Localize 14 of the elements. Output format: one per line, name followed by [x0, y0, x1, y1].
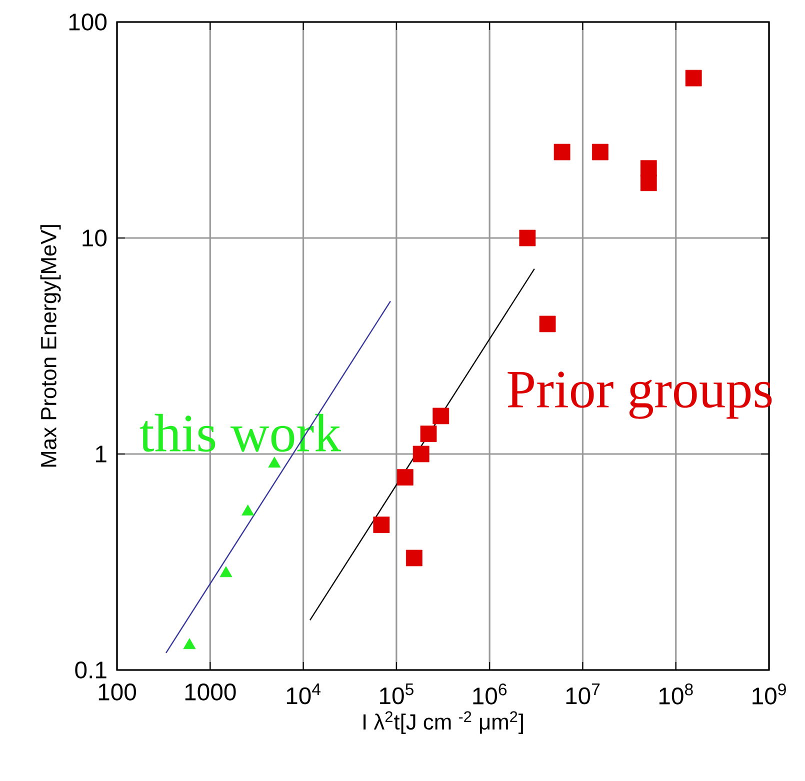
x-tick-label: 10$^{7}$	[566, 684, 600, 704]
x-tick-label: 10$^{9}$	[752, 684, 786, 704]
y-tick-label: 1	[96, 446, 106, 462]
x-tick-label: 1000	[185, 684, 236, 700]
x-tick-label: 10$^{4}$	[286, 684, 320, 704]
y-tick-label: 10	[82, 230, 107, 246]
x-tick-label: 100	[98, 684, 136, 700]
x-tick-label: 10$^{8}$	[659, 684, 693, 704]
y-tick-label: 0.1	[75, 662, 106, 678]
y-tick-label: 100	[69, 14, 107, 30]
y-axis-title: Max Proton Energy[MeV]	[40, 225, 61, 467]
x-tick-label: 10$^{6}$	[473, 684, 507, 704]
x-axis-title: I λ$^{2}$t[J cm $^{-2}$ μm$^{2}$]	[364, 711, 523, 734]
x-tick-label: 10$^{5}$	[380, 684, 414, 704]
